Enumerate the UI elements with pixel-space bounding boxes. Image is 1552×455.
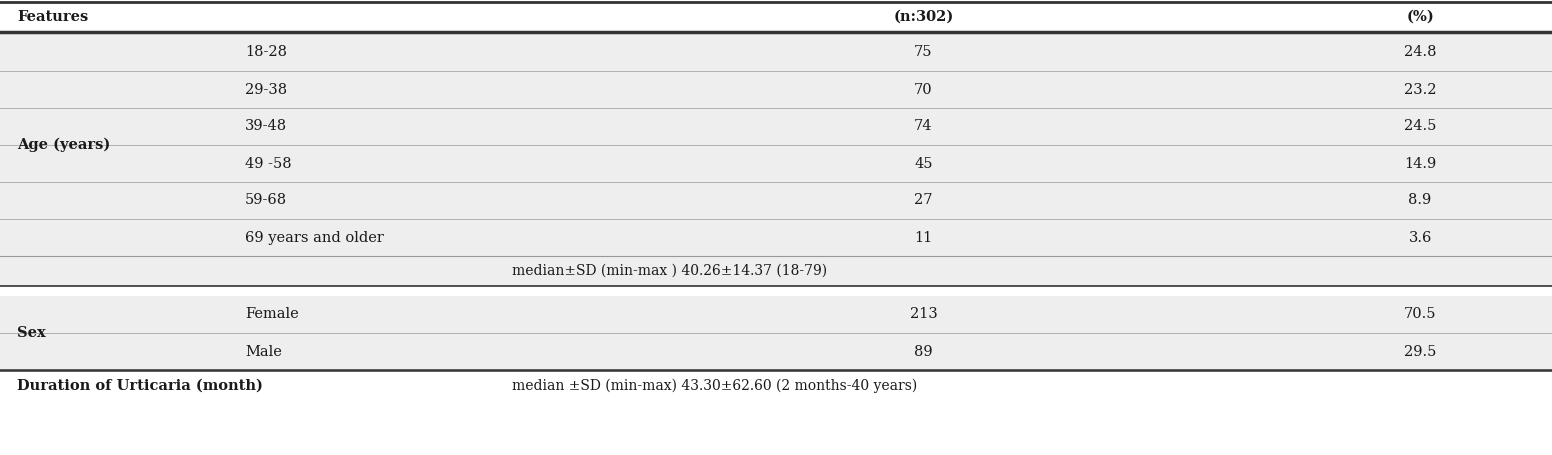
Text: 69 years and older: 69 years and older (245, 231, 383, 244)
Text: (%): (%) (1406, 10, 1434, 24)
Text: 89: 89 (914, 344, 933, 359)
Text: 213: 213 (909, 308, 937, 322)
Text: 49 -58: 49 -58 (245, 157, 292, 171)
Text: 27: 27 (914, 193, 933, 207)
Text: 24.5: 24.5 (1405, 120, 1436, 133)
Text: 3.6: 3.6 (1408, 231, 1432, 244)
Text: 59-68: 59-68 (245, 193, 287, 207)
Bar (0, 2, 1552, 32)
Text: 14.9: 14.9 (1405, 157, 1436, 171)
Text: 45: 45 (914, 157, 933, 171)
Bar (0, 34, 1552, 286)
Text: Sex: Sex (17, 326, 47, 340)
Text: 23.2: 23.2 (1405, 82, 1436, 96)
Bar (0, 286, 1552, 296)
Text: Female: Female (245, 308, 300, 322)
Bar (0, 370, 1552, 402)
Text: 75: 75 (914, 46, 933, 60)
Text: 70: 70 (914, 82, 933, 96)
Bar (0, 296, 1552, 370)
Text: 39-48: 39-48 (245, 120, 287, 133)
Text: Features: Features (17, 10, 88, 24)
Text: Male: Male (245, 344, 282, 359)
Text: median±SD (min-max ) 40.26±14.37 (18-79): median±SD (min-max ) 40.26±14.37 (18-79) (512, 264, 827, 278)
Text: 8.9: 8.9 (1409, 193, 1431, 207)
Text: Age (years): Age (years) (17, 138, 110, 152)
Text: (n:302): (n:302) (894, 10, 953, 24)
Text: median ±SD (min-max) 43.30±62.60 (2 months-40 years): median ±SD (min-max) 43.30±62.60 (2 mont… (512, 379, 917, 393)
Text: 29-38: 29-38 (245, 82, 287, 96)
Text: Duration of Urticaria (month): Duration of Urticaria (month) (17, 379, 262, 393)
Text: 24.8: 24.8 (1405, 46, 1436, 60)
Text: 18-28: 18-28 (245, 46, 287, 60)
Text: 29.5: 29.5 (1405, 344, 1436, 359)
Text: 74: 74 (914, 120, 933, 133)
Text: 11: 11 (914, 231, 933, 244)
Text: 70.5: 70.5 (1405, 308, 1436, 322)
